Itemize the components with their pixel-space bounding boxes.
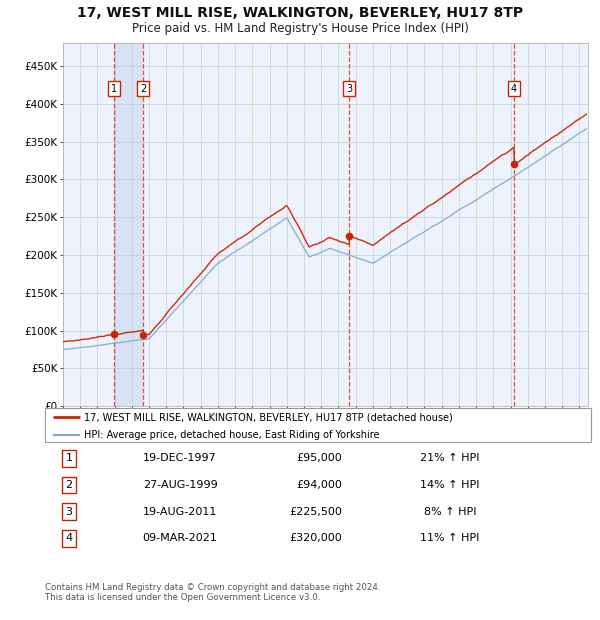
Text: 17, WEST MILL RISE, WALKINGTON, BEVERLEY, HU17 8TP: 17, WEST MILL RISE, WALKINGTON, BEVERLEY… xyxy=(77,6,523,20)
Text: 3: 3 xyxy=(346,84,352,94)
Text: £95,000: £95,000 xyxy=(296,453,342,464)
Text: 8% ↑ HPI: 8% ↑ HPI xyxy=(424,507,476,517)
Text: 4: 4 xyxy=(511,84,517,94)
Bar xyxy=(114,43,143,406)
Text: 19-AUG-2011: 19-AUG-2011 xyxy=(143,507,217,517)
Text: £225,500: £225,500 xyxy=(289,507,342,517)
Text: 1: 1 xyxy=(65,453,73,464)
Text: 21% ↑ HPI: 21% ↑ HPI xyxy=(420,453,480,464)
Text: Contains HM Land Registry data © Crown copyright and database right 2024.
This d: Contains HM Land Registry data © Crown c… xyxy=(45,583,380,602)
Text: 17, WEST MILL RISE, WALKINGTON, BEVERLEY, HU17 8TP (detached house): 17, WEST MILL RISE, WALKINGTON, BEVERLEY… xyxy=(85,412,453,422)
Text: 3: 3 xyxy=(65,507,73,517)
Text: 1: 1 xyxy=(111,84,117,94)
Text: £320,000: £320,000 xyxy=(289,533,342,544)
Text: 14% ↑ HPI: 14% ↑ HPI xyxy=(420,480,480,490)
Text: 11% ↑ HPI: 11% ↑ HPI xyxy=(421,533,479,544)
Text: HPI: Average price, detached house, East Riding of Yorkshire: HPI: Average price, detached house, East… xyxy=(85,430,380,440)
Text: 19-DEC-1997: 19-DEC-1997 xyxy=(143,453,217,464)
FancyBboxPatch shape xyxy=(45,408,591,442)
Text: 4: 4 xyxy=(65,533,73,544)
Text: £94,000: £94,000 xyxy=(296,480,342,490)
Text: 09-MAR-2021: 09-MAR-2021 xyxy=(143,533,217,544)
Text: 27-AUG-1999: 27-AUG-1999 xyxy=(143,480,217,490)
Text: Price paid vs. HM Land Registry's House Price Index (HPI): Price paid vs. HM Land Registry's House … xyxy=(131,22,469,35)
Text: 2: 2 xyxy=(140,84,146,94)
Text: 2: 2 xyxy=(65,480,73,490)
